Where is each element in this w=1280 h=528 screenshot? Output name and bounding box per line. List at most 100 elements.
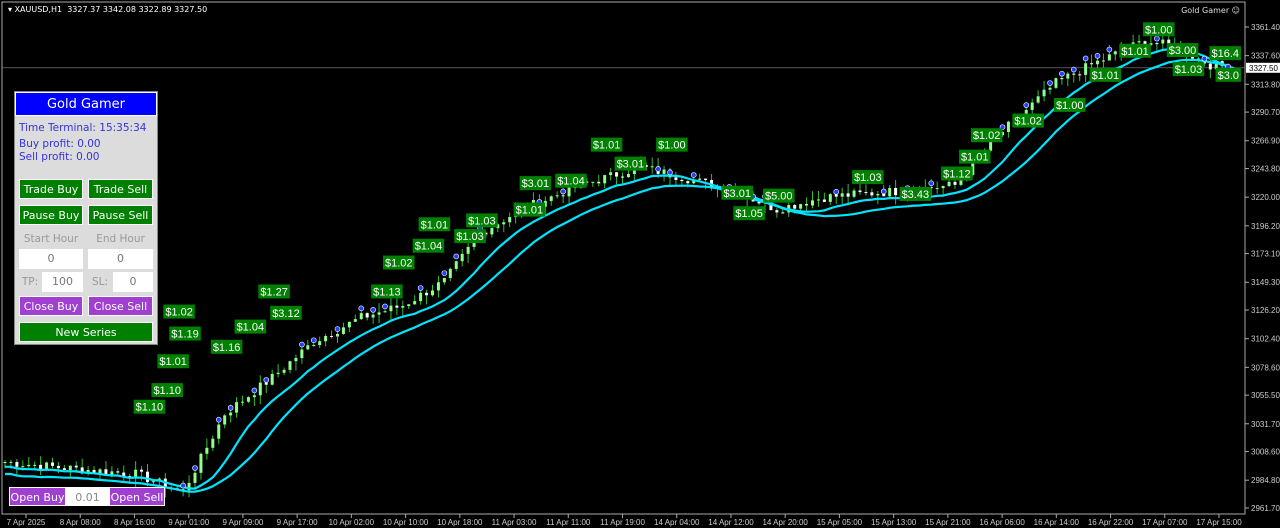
candle-body [1113,51,1117,55]
profit-label-bg [371,284,403,299]
profit-label-bg [234,319,267,334]
candle-body [1208,63,1212,70]
candle-body [929,187,933,189]
open-sell-button[interactable]: Open Sell [109,487,165,506]
candle-body [876,194,880,196]
profit-label-bg [590,137,623,152]
profit-label-bg [418,217,451,232]
time-tick-label: 15 Apr 05:00 [817,518,863,527]
candle-body [193,472,197,483]
trade-marker [370,307,376,313]
candle-body [834,194,838,197]
candle-body [674,177,678,180]
pause-buy-button[interactable]: Pause Buy [19,205,83,225]
time-tick-label: 8 Apr 08:00 [60,518,101,527]
candle-body [621,176,624,178]
profit-label: $1.04 [415,241,443,253]
candle-body [199,453,203,473]
open-buy-button[interactable]: Open Buy [9,487,66,506]
candle-body [1030,102,1034,110]
candle-body [454,261,458,269]
profit-label: $3.00 [1169,45,1197,57]
candle-body [603,175,607,184]
trade-marker [655,166,661,172]
start-hour-input[interactable]: 0 [19,249,83,269]
candle-body [781,212,785,214]
candle-body [609,172,613,176]
candle-body [650,166,654,168]
candle-body [989,139,993,151]
time-tick-label: 16 Apr 06:00 [979,518,1025,527]
candle-body [134,469,138,478]
profit-label-bg [210,339,243,354]
sell-profit: Sell profit: 0.00 [19,151,100,163]
candle-body [235,402,239,413]
candle-body [561,195,565,197]
trade-marker [453,253,460,260]
trade-marker [263,377,270,383]
candle-body [241,401,244,403]
candle-body [769,201,773,211]
candle-body [229,412,233,416]
time-tick-label: 9 Apr 09:00 [222,518,263,527]
price-tick-label: 3196.20 [1251,222,1280,231]
profit-label-bg [1012,113,1044,128]
candle-body [775,210,779,213]
candle-body [941,185,945,189]
time-tick-label: 10 Apr 02:00 [329,518,375,527]
new-series-button[interactable]: New Series [19,322,153,342]
candle-body [1024,109,1028,117]
lot-size-input[interactable]: 0.01 [66,487,109,506]
profit-label: $1.04 [557,176,585,188]
time-tick-label: 9 Apr 01:00 [168,518,209,527]
candle-body [74,465,78,468]
candle-body [264,382,268,385]
trade-buy-button[interactable]: Trade Buy [19,179,83,199]
candle-body [870,192,874,196]
candle-body [1107,54,1111,61]
candle-body [549,196,553,201]
candle-body [21,466,25,468]
candle-body [324,336,328,342]
candle-body [401,306,405,308]
candle-body [882,194,886,197]
candles [3,31,1236,498]
profit-label: $1.02 [385,258,413,270]
close-buy-button[interactable]: Close Buy [19,296,83,316]
candle-body [816,199,820,201]
candle-body [312,345,316,347]
profit-label-bg [1089,67,1122,82]
candle-body [413,301,417,305]
candle-body [282,369,286,373]
candle-body [347,321,351,328]
candle-body [508,217,512,223]
profit-label-bg [721,185,753,200]
price-tick-label: 3361.40 [1251,23,1280,32]
trade-marker [1023,102,1030,108]
candle-body [80,467,84,474]
candle-body [567,185,571,197]
trade-marker [1106,46,1113,53]
end-hour-input[interactable]: 0 [88,249,153,269]
current-price-badge [1246,62,1280,73]
candle-body [864,192,868,194]
candle-body [840,193,844,197]
profit-label: $1.02 [973,130,1001,142]
candle-body [86,469,90,474]
ea-panel: Gold Gamer Time Terminal: 15:35:34 Buy p… [14,91,158,345]
candle-body [662,169,666,174]
profit-label-bg [899,186,932,201]
pause-sell-button[interactable]: Pause Sell [88,205,153,225]
tp-input[interactable]: 100 [42,272,83,292]
time-tick-label: 11 Apr 03:00 [492,518,537,527]
candle-body [330,336,334,338]
trade-sell-button[interactable]: Trade Sell [88,179,153,199]
candle-body [223,415,227,425]
candle-body [698,178,702,180]
sl-input[interactable]: 0 [113,272,153,292]
profit-label-bg [852,170,884,185]
close-sell-button[interactable]: Close Sell [88,296,153,316]
time-tick-label: 11 Apr 11:00 [546,518,591,527]
trade-marker [251,387,258,394]
